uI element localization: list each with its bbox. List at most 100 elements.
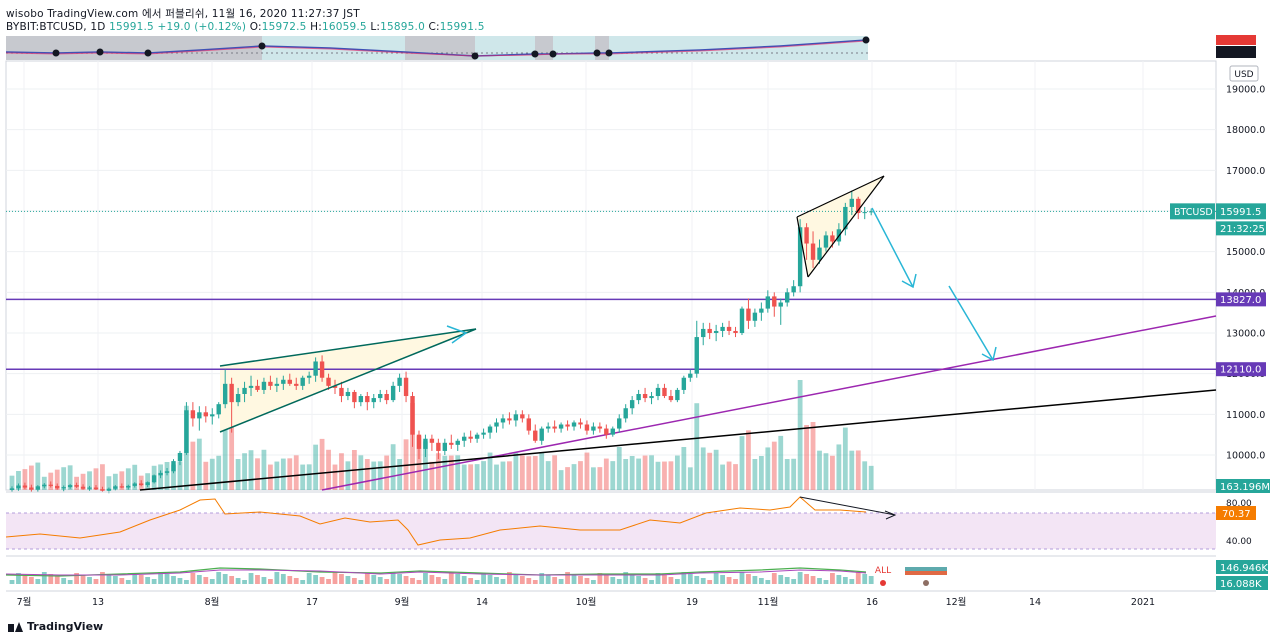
volume-bar — [67, 465, 73, 490]
osc-value-label-1: 146.946K — [1220, 563, 1268, 574]
volume-bar — [597, 467, 603, 490]
tradingview-logo[interactable]: TradingView — [8, 620, 103, 633]
volume-bar — [571, 464, 577, 490]
osc-bar — [300, 580, 306, 584]
osc-bar — [571, 574, 577, 584]
osc-bar — [293, 578, 299, 584]
candle-body — [688, 373, 693, 378]
volume-bar — [196, 438, 202, 490]
osc-bar — [332, 572, 338, 584]
osc-bar — [713, 573, 719, 584]
osc-bar — [410, 578, 415, 584]
osc-bar — [125, 580, 131, 584]
volume-bar — [507, 461, 512, 490]
candle-body — [171, 461, 176, 472]
osc-bar — [93, 579, 99, 584]
volume-bar — [106, 476, 112, 490]
volume-bar — [306, 464, 312, 490]
candle-body — [487, 426, 493, 433]
volume-bar — [636, 458, 642, 490]
rising-wedge-2[interactable] — [796, 175, 885, 278]
osc-bar — [519, 576, 525, 584]
currency-badge[interactable] — [1229, 65, 1259, 82]
volume-bar — [552, 455, 558, 490]
osc-bar — [778, 575, 784, 584]
volume-bar — [616, 447, 622, 490]
volume-bar — [823, 453, 829, 490]
projection-arrows[interactable] — [871, 207, 997, 362]
symbol-name[interactable]: BYBIT:BTCUSD, 1D — [6, 21, 106, 33]
candle-body — [365, 396, 370, 403]
brand-label: TradingView — [27, 620, 104, 633]
candle-body — [61, 487, 66, 489]
candle-body — [500, 418, 506, 423]
osc-bar — [261, 577, 267, 584]
candle-body — [210, 414, 215, 417]
candle-body — [274, 383, 280, 386]
volume-bar — [332, 464, 338, 490]
osc-bar — [80, 575, 86, 584]
signal-dot — [593, 49, 601, 57]
volume-bar — [319, 438, 325, 490]
osc-bar — [804, 574, 809, 584]
candle-body — [507, 418, 512, 421]
volume-bar — [830, 455, 835, 490]
time-tick-label: 2021 — [1131, 597, 1155, 608]
tradingview-logo-icon — [8, 621, 23, 632]
candle-body — [132, 483, 137, 486]
rising-wedge-1[interactable] — [219, 325, 477, 433]
osc-bar — [313, 575, 319, 584]
black-trend-line[interactable] — [139, 389, 1217, 491]
purple-trend-line[interactable] — [321, 315, 1217, 491]
time-tick-label: 16 — [866, 597, 878, 608]
candle-body — [67, 485, 73, 488]
volume-bar — [61, 467, 67, 490]
osc-bar — [674, 579, 680, 584]
osc-bar — [636, 576, 642, 584]
candle-body — [442, 442, 448, 451]
resistance-label: 13827.0 — [1220, 295, 1261, 306]
candle-body — [558, 424, 564, 429]
candle-body — [177, 452, 183, 462]
candle-body — [410, 396, 415, 435]
candle-body — [675, 389, 680, 401]
osc-bar — [662, 575, 667, 584]
candle-body — [74, 485, 79, 487]
time-tick-label: 10월 — [576, 596, 597, 608]
candle-body — [423, 438, 428, 449]
candle-body — [468, 436, 473, 439]
candle-body — [571, 422, 577, 427]
price-axis[interactable]: 19000.018000.017000.016000.015000.014000… — [1226, 85, 1265, 462]
symbol-tag: BTCUSD — [1174, 207, 1213, 218]
osc-bar — [164, 574, 170, 584]
osc-bar — [203, 577, 209, 584]
rsi-pane[interactable]: 80.00 40.00 70.37 — [5, 491, 1256, 550]
osc-bar — [655, 573, 661, 584]
volume-bar — [578, 461, 583, 490]
osc-marker-red — [880, 580, 886, 586]
volume-bar — [287, 458, 293, 490]
osc-bar — [758, 578, 764, 584]
time-axis[interactable]: 7월 13 8월 17 9월 14 10월 19 11월 16 12월 14 2021 — [17, 596, 1155, 608]
volume-bar — [429, 461, 435, 490]
volume-bar — [248, 450, 254, 490]
volume-bar — [668, 461, 674, 490]
price-tick-label: 18000.0 — [1226, 125, 1265, 136]
osc-value-label-2: 16.088K — [1220, 579, 1262, 590]
candle-body — [681, 377, 687, 390]
attribution-line: wisobo TradingView.com 에서 퍼블리쉬, 11월 16, … — [6, 6, 360, 21]
osc-bar — [403, 576, 409, 584]
time-tick-label: 8월 — [205, 596, 220, 608]
volume-bar — [132, 464, 138, 490]
bottom-indicator-pane[interactable]: ALL 146.946K 16.088K — [5, 555, 1268, 590]
signal-dot — [96, 48, 104, 56]
price-tick-label: 11000.0 — [1226, 410, 1265, 421]
volume-bar — [242, 453, 247, 490]
candle-body — [862, 212, 867, 214]
candle-body — [300, 377, 305, 386]
osc-bar — [532, 580, 538, 584]
candle-body — [526, 418, 531, 431]
osc-bar — [623, 572, 629, 584]
osc-bar — [41, 572, 47, 584]
